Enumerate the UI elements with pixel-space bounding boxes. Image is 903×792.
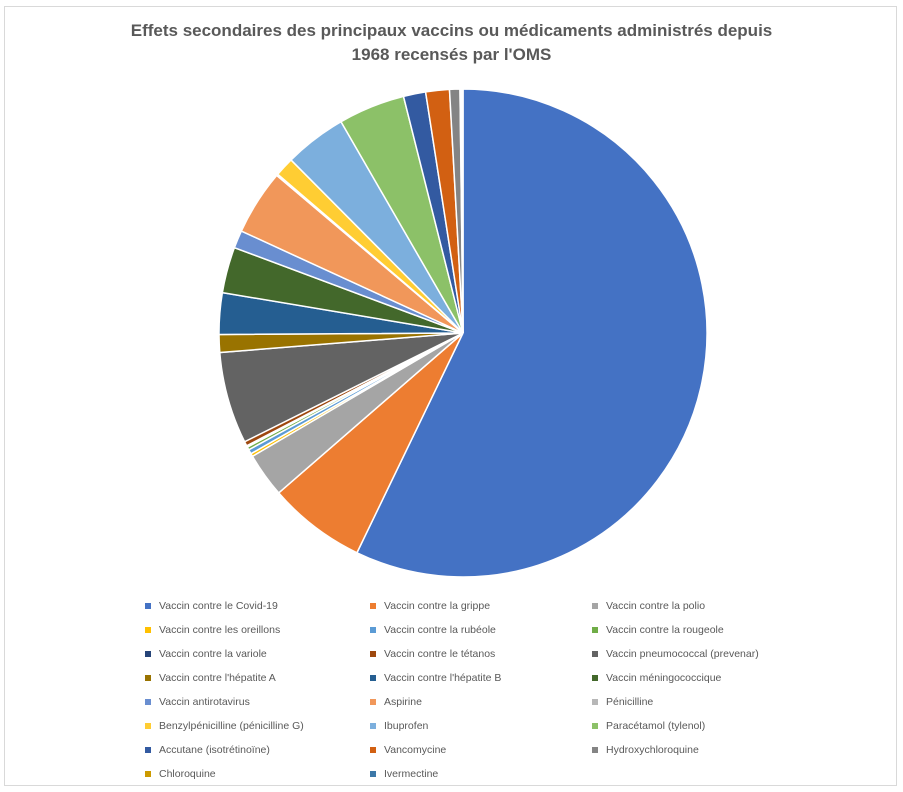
legend-item-18: Paracétamol (tylenol) bbox=[592, 715, 827, 737]
legend-item-15: Pénicilline bbox=[592, 691, 827, 713]
legend-item-4: Vaccin contre les oreillons bbox=[145, 619, 380, 641]
legend-swatch bbox=[370, 627, 376, 633]
legend-item-21: Hydroxychloroquine bbox=[592, 739, 827, 761]
legend-label: Vaccin contre le tétanos bbox=[384, 648, 496, 660]
legend-label: Ivermectine bbox=[384, 768, 439, 780]
pie-chart bbox=[218, 88, 708, 578]
legend-label: Vaccin contre la rougeole bbox=[606, 624, 724, 636]
legend-item-9: Vaccin pneumococcal (prevenar) bbox=[592, 643, 827, 665]
legend-item-8: Vaccin contre le tétanos bbox=[370, 643, 605, 665]
legend-item-14: Aspirine bbox=[370, 691, 605, 713]
legend-item-12: Vaccin méningococcique bbox=[592, 667, 827, 689]
legend-label: Vaccin méningococcique bbox=[606, 672, 722, 684]
legend-swatch bbox=[592, 699, 598, 705]
legend-swatch bbox=[145, 651, 151, 657]
legend-swatch bbox=[592, 675, 598, 681]
legend-item-19: Accutane (isotrétinoïne) bbox=[145, 739, 380, 761]
legend-label: Vaccin contre la variole bbox=[159, 648, 267, 660]
legend-swatch bbox=[592, 651, 598, 657]
legend-item-7: Vaccin contre la variole bbox=[145, 643, 380, 665]
legend-swatch bbox=[145, 699, 151, 705]
legend-label: Vaccin contre l'hépatite B bbox=[384, 672, 502, 684]
legend-item-16: Benzylpénicilline (pénicilline G) bbox=[145, 715, 380, 737]
legend-label: Pénicilline bbox=[606, 696, 654, 708]
legend-swatch bbox=[145, 603, 151, 609]
legend-item-6: Vaccin contre la rougeole bbox=[592, 619, 827, 641]
legend-item-17: Ibuprofen bbox=[370, 715, 605, 737]
legend-label: Ibuprofen bbox=[384, 720, 429, 732]
legend-label: Hydroxychloroquine bbox=[606, 744, 699, 756]
legend-item-13: Vaccin antirotavirus bbox=[145, 691, 380, 713]
legend-swatch bbox=[145, 747, 151, 753]
legend-label: Vaccin contre la polio bbox=[606, 600, 706, 612]
chart-frame: Effets secondaires des principaux vaccin… bbox=[4, 6, 897, 786]
legend-swatch bbox=[145, 675, 151, 681]
legend-label: Chloroquine bbox=[159, 768, 216, 780]
legend-label: Vaccin pneumococcal (prevenar) bbox=[606, 648, 759, 660]
legend-item-20: Vancomycine bbox=[370, 739, 605, 761]
pie-slice-1 bbox=[355, 88, 708, 578]
chart-title-line-1: Effets secondaires des principaux vaccin… bbox=[130, 21, 773, 40]
legend-item-5: Vaccin contre la rubéole bbox=[370, 619, 605, 641]
legend-label: Vaccin contre la rubéole bbox=[384, 624, 496, 636]
legend-label: Vaccin antirotavirus bbox=[159, 696, 250, 708]
legend-swatch bbox=[370, 651, 376, 657]
legend-item-11: Vaccin contre l'hépatite B bbox=[370, 667, 605, 689]
pie-slice-23 bbox=[460, 88, 464, 334]
legend-item-23: Ivermectine bbox=[370, 763, 605, 785]
legend-swatch bbox=[592, 723, 598, 729]
legend-item-10: Vaccin contre l'hépatite A bbox=[145, 667, 380, 689]
legend-swatch bbox=[145, 771, 151, 777]
legend-label: Vaccin contre l'hépatite A bbox=[159, 672, 276, 684]
legend-item-22: Chloroquine bbox=[145, 763, 380, 785]
legend-label: Accutane (isotrétinoïne) bbox=[159, 744, 270, 756]
legend-swatch bbox=[370, 675, 376, 681]
legend-label: Vaccin contre la grippe bbox=[384, 600, 491, 612]
legend-swatch bbox=[145, 627, 151, 633]
legend-label: Benzylpénicilline (pénicilline G) bbox=[159, 720, 304, 732]
legend-swatch bbox=[592, 747, 598, 753]
legend-item-3: Vaccin contre la polio bbox=[592, 595, 827, 617]
legend-swatch bbox=[370, 747, 376, 753]
legend-swatch bbox=[370, 771, 376, 777]
legend-swatch bbox=[145, 723, 151, 729]
legend-swatch bbox=[370, 699, 376, 705]
legend-item-1: Vaccin contre le Covid-19 bbox=[145, 595, 380, 617]
legend-label: Aspirine bbox=[384, 696, 422, 708]
legend-swatch bbox=[592, 603, 598, 609]
legend-label: Vaccin contre le Covid-19 bbox=[159, 600, 278, 612]
legend-swatch bbox=[592, 627, 598, 633]
legend-item-2: Vaccin contre la grippe bbox=[370, 595, 605, 617]
chart-title: Effets secondaires des principaux vaccin… bbox=[5, 19, 898, 67]
legend-label: Paracétamol (tylenol) bbox=[606, 720, 706, 732]
legend-swatch bbox=[370, 723, 376, 729]
legend-label: Vaccin contre les oreillons bbox=[159, 624, 281, 636]
legend-swatch bbox=[370, 603, 376, 609]
legend-label: Vancomycine bbox=[384, 744, 447, 756]
chart-title-line-2: 1968 recensés par l'OMS bbox=[351, 45, 552, 64]
